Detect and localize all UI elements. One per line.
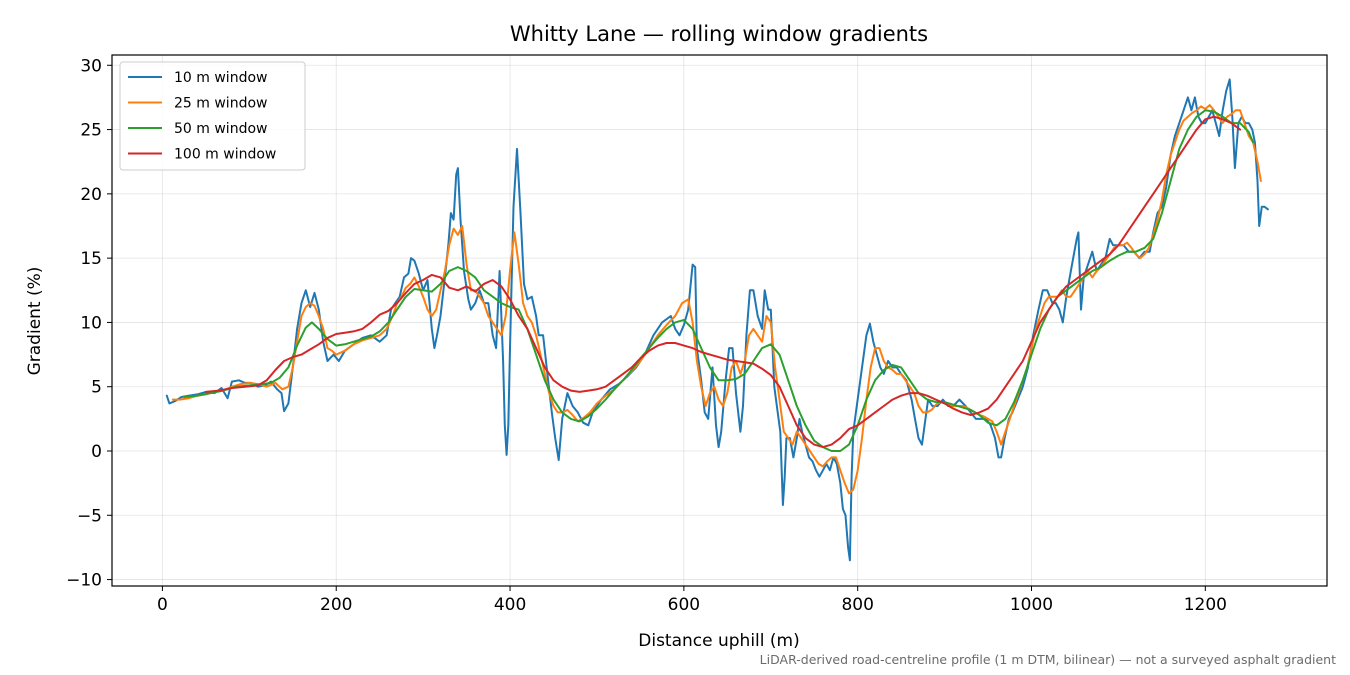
x-tick-label: 1200 [1184,595,1227,615]
legend: 10 m window 25 m window 50 m window 100 m w… [119,61,306,171]
axis-ticks: 0 200 400 600 800 1000 1200 −10 −5 0 5 10 15 20 25 30 [66,56,1227,615]
y-tick-label: 0 [91,442,102,462]
y-tick-label: 25 [80,121,102,141]
legend-entry-label: 100 m window [174,147,276,163]
y-tick-label: 10 [80,313,102,333]
series-line-4 [204,115,1242,449]
plot-frame [111,54,1328,587]
y-tick-label: 5 [91,378,102,398]
legend-box [119,61,306,171]
y-tick-label: 20 [80,185,102,205]
y-tick-label: 15 [80,249,102,269]
x-tick-label: 400 [494,595,526,615]
y-tick-label: −10 [66,571,102,591]
grid-lines [112,55,1327,586]
y-tick-label: −5 [77,506,102,526]
footnote: LiDAR-derived road-centreline profile (1… [760,652,1336,667]
legend-entry-label: 10 m window [174,70,267,86]
x-tick-label: 1000 [1010,595,1053,615]
legend-entry-label: 50 m window [174,121,267,137]
x-axis-label: Distance uphill (m) [638,631,799,651]
y-axis-label: Gradient (%) [25,267,45,376]
legend-entry-label: 25 m window [174,96,267,112]
x-tick-label: 800 [841,595,873,615]
series-line-3 [183,109,1255,452]
series-lines [165,78,1269,562]
chart-title: Whitty Lane — rolling window gradients [510,22,928,46]
x-tick-label: 200 [320,595,352,615]
series-line-1 [165,78,1269,562]
x-tick-label: 0 [157,595,168,615]
x-tick-label: 600 [668,595,700,615]
y-tick-label: 30 [80,56,102,76]
